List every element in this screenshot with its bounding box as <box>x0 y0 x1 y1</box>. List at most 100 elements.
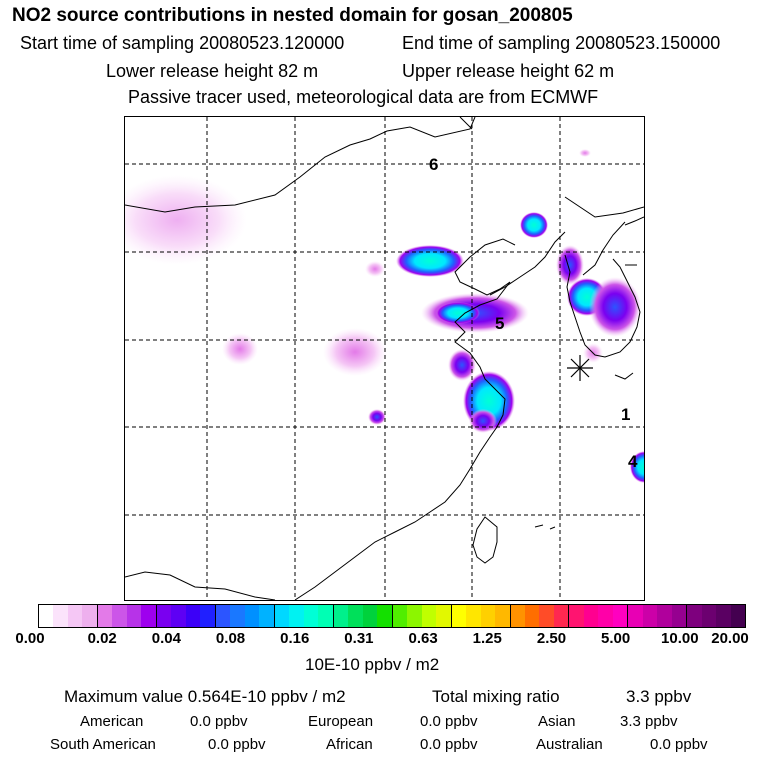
plume-bohai-core <box>436 302 480 324</box>
colorbar-swatch <box>716 605 731 627</box>
region-name-european: European <box>308 713 374 730</box>
colorbar-swatch <box>701 605 717 627</box>
plume-northeast <box>520 212 548 238</box>
coast-korea <box>564 254 641 358</box>
colorbar-swatch <box>332 605 349 627</box>
colorbar-tick-label: 10.00 <box>661 630 699 647</box>
colorbar-swatch <box>259 605 274 627</box>
colorbar-swatch <box>318 605 333 627</box>
total-mixing-ratio-value: 3.3 ppbv <box>626 687 692 706</box>
colorbar-swatch <box>67 605 83 627</box>
colorbar-swatch <box>155 605 172 627</box>
region-label-4: 4 <box>628 452 638 471</box>
plume-north-dot <box>579 149 591 157</box>
colorbar-tick-label: 1.25 <box>472 630 502 647</box>
region-value-american: 0.0 ppbv <box>190 713 248 730</box>
colorbar-tick-label: 5.00 <box>601 630 631 647</box>
colorbar-swatch <box>200 605 215 627</box>
region-value-european: 0.0 ppbv <box>420 713 478 730</box>
colorbar-swatch <box>39 605 54 627</box>
colorbar-swatch <box>627 605 643 627</box>
colorbar-tick-label: 0.04 <box>151 630 181 647</box>
colorbar-swatch <box>126 605 142 627</box>
colorbar-swatch <box>112 605 127 627</box>
colorbar-tick-label: 0.16 <box>280 630 310 647</box>
colorbar-swatch <box>377 605 392 627</box>
graticule <box>125 117 644 600</box>
region-name-south-american: South American <box>50 736 156 753</box>
colorbar-swatch <box>583 605 599 627</box>
region-value-australian: 0.0 ppbv <box>650 736 708 753</box>
plume-west-1 <box>222 333 258 365</box>
colorbar-swatch <box>273 605 290 627</box>
map-panel: 6 5 1 4 <box>124 116 645 601</box>
colorbar-swatch <box>553 605 569 627</box>
border-northeast <box>564 196 644 218</box>
colorbar-swatch <box>391 605 408 627</box>
colorbar-unit-label: 10E-10 ppbv / m2 <box>305 655 440 674</box>
colorbar-swatch <box>421 605 437 627</box>
colorbar-swatch <box>598 605 613 627</box>
region-label-6: 6 <box>429 155 438 174</box>
colorbar-swatch <box>348 605 363 627</box>
colorbar-swatch <box>480 605 496 627</box>
border-mongolia <box>125 117 476 213</box>
colorbar-swatch <box>244 605 260 627</box>
colorbar-swatch <box>96 605 113 627</box>
tracer-info-label: Passive tracer used, meteorological data… <box>128 87 599 107</box>
colorbar-swatch <box>539 605 554 627</box>
border-north <box>459 117 473 130</box>
start-time-label: Start time of sampling 20080523.120000 <box>20 33 345 53</box>
region-label-5: 5 <box>495 314 504 333</box>
colorbar-swatch <box>524 605 540 627</box>
colorbar-swatch <box>230 605 245 627</box>
colorbar-swatch <box>657 605 672 627</box>
plume-yangtze-south <box>469 409 497 433</box>
colorbar-swatch <box>612 605 628 627</box>
colorbar-tick-label: 0.31 <box>344 630 374 647</box>
plume-korea-north <box>556 245 584 285</box>
colorbar-swatch <box>642 605 658 627</box>
end-time-label: End time of sampling 20080523.150000 <box>402 33 721 53</box>
colorbar-swatch <box>730 605 746 627</box>
colorbar-swatch <box>141 605 156 627</box>
plume-japan-edge <box>630 451 644 483</box>
lower-release-height-label: Lower release height 82 m <box>106 61 319 81</box>
border-south <box>125 571 276 600</box>
coast-taiwan <box>472 516 498 564</box>
region-value-south-american: 0.0 ppbv <box>208 736 266 753</box>
colorbar-swatch <box>671 605 687 627</box>
colorbar-swatch <box>303 605 319 627</box>
colorbar-swatch <box>450 605 467 627</box>
asterisk-marker <box>567 355 593 381</box>
colorbar-tick-label: 0.02 <box>87 630 117 647</box>
region-label-1: 1 <box>621 405 630 424</box>
region-name-australian: Australian <box>536 736 603 753</box>
map-title: NO2 source contributions in nested domai… <box>12 5 573 26</box>
colorbar-tick-label: 0.00 <box>15 630 45 647</box>
region-name-asian: Asian <box>538 713 576 730</box>
colorbar-tick-label: 20.00 <box>711 630 749 647</box>
colorbar-swatch <box>495 605 510 627</box>
colorbar-swatch <box>407 605 422 627</box>
colorbar-swatch <box>171 605 186 627</box>
colorbar-swatch <box>466 605 481 627</box>
colorbar-swatch <box>436 605 451 627</box>
colorbar-swatch <box>82 605 97 627</box>
upper-release-height-label: Upper release height 62 m <box>402 61 615 81</box>
plume-far-west <box>125 175 247 265</box>
coastlines <box>125 117 644 600</box>
maximum-value-label: Maximum value 0.564E-10 ppbv / m2 <box>64 687 346 706</box>
plume-southwest <box>368 409 386 425</box>
colorbar-tick-label: 0.63 <box>408 630 438 647</box>
colorbar-swatch <box>185 605 201 627</box>
colorbar-swatch <box>568 605 584 627</box>
plume-north-china <box>396 245 464 277</box>
region-name-african: African <box>326 736 373 753</box>
colorbar-swatch <box>362 605 378 627</box>
colorbar-swatch <box>509 605 525 627</box>
region-name-american: American <box>80 713 144 730</box>
plume-korea-east <box>589 277 641 337</box>
colorbar-tick-label: 2.50 <box>536 630 567 647</box>
colorbar-swatch <box>214 605 231 627</box>
